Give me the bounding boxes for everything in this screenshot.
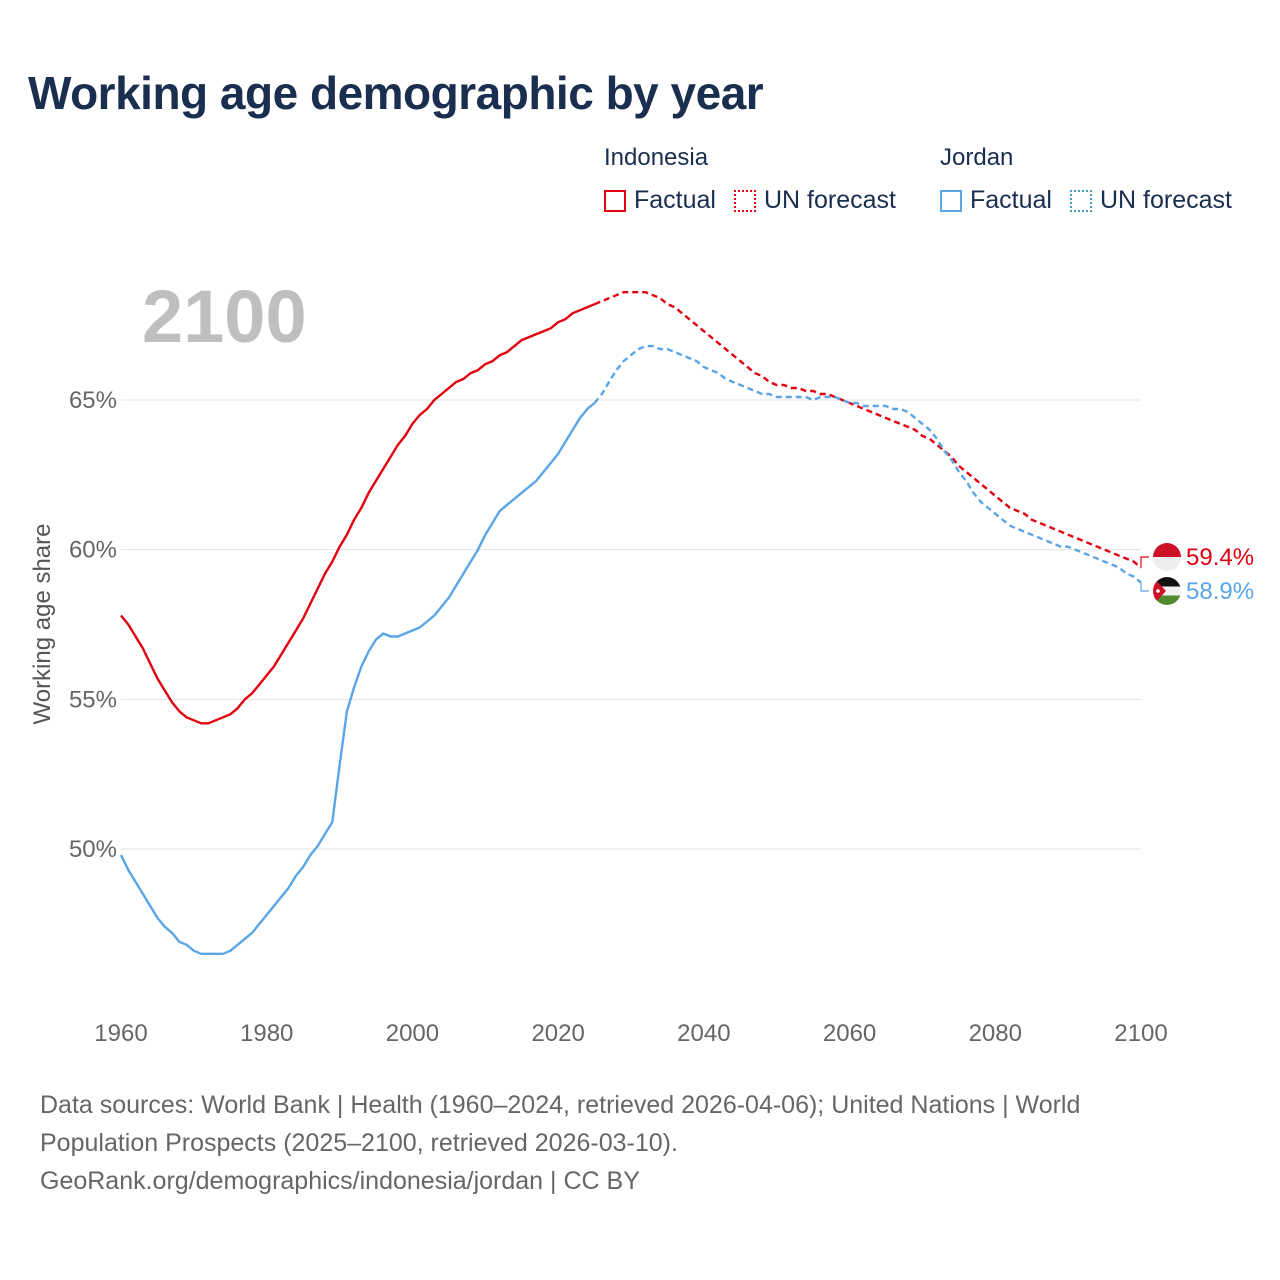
indonesia-flag-icon xyxy=(1153,543,1181,571)
year-watermark: 2100 xyxy=(142,275,307,358)
y-tick-label: 60% xyxy=(69,537,117,564)
x-tick-label: 2060 xyxy=(823,1020,876,1047)
series-line-jordan-forecast[interactable] xyxy=(593,344,1142,584)
legend-item-indonesia-factual[interactable]: Factual xyxy=(604,186,716,215)
legend-item-jordan-forecast[interactable]: UN forecast xyxy=(1069,186,1232,215)
legend-swatch-forecast xyxy=(1069,189,1092,212)
legend-label-factual: Factual xyxy=(970,186,1052,214)
legend-label-factual: Factual xyxy=(634,186,716,214)
legend-swatch-forecast xyxy=(733,189,756,212)
y-axis-label: Working age share xyxy=(29,524,56,725)
legend-jordan: Jordan Factual UN forecast xyxy=(940,144,1250,215)
series-line-indonesia-forecast[interactable] xyxy=(594,291,1142,569)
end-value-label-jordan: 58.9% xyxy=(1186,578,1254,605)
y-tick-label: 50% xyxy=(69,836,117,863)
x-tick-label: 2100 xyxy=(1114,1020,1167,1047)
footer: Data sources: World Bank | Health (1960–… xyxy=(40,1086,1180,1200)
end-connector xyxy=(1140,556,1149,568)
line-chart: 2100 50% 55% 60% 65% 1960 1980 2000 2020 2040 20… xyxy=(29,275,1254,1047)
series-line-jordan-factual[interactable] xyxy=(119,402,596,955)
y-tick-label: 55% xyxy=(69,686,117,713)
legend-country-indonesia: Indonesia xyxy=(604,144,709,171)
chart-title: Working age demographic by year xyxy=(28,67,764,119)
legend-item-jordan-factual[interactable]: Factual xyxy=(940,186,1052,215)
footer-link[interactable]: GeoRank.org/demographics/indonesia/jorda… xyxy=(40,1167,640,1195)
legend-label-forecast: UN forecast xyxy=(1099,186,1232,214)
x-tick-label: 1960 xyxy=(94,1020,147,1047)
y-tick-label: 65% xyxy=(69,387,117,414)
legend-item-indonesia-forecast[interactable]: UN forecast xyxy=(733,186,896,215)
footer-sources-line1: Data sources: World Bank | Health (1960–… xyxy=(40,1091,1081,1119)
legend-label-forecast: UN forecast xyxy=(763,186,896,214)
end-connector xyxy=(1140,582,1149,592)
x-tick-label: 2080 xyxy=(969,1020,1022,1047)
legend-country-jordan: Jordan xyxy=(940,144,1014,171)
jordan-flag-icon xyxy=(1153,577,1181,605)
legend-swatch-factual xyxy=(604,189,626,212)
x-tick-label: 1980 xyxy=(240,1020,293,1047)
x-tick-label: 2020 xyxy=(531,1020,584,1047)
x-tick-label: 2040 xyxy=(677,1020,730,1047)
footer-sources-line2: Population Prospects (2025–2100, retriev… xyxy=(40,1129,678,1157)
series-line-indonesia-factual[interactable] xyxy=(120,303,596,725)
legend-swatch-factual xyxy=(940,189,962,212)
legend-indonesia: Indonesia Factual UN forecast xyxy=(604,144,914,215)
x-tick-label: 2000 xyxy=(386,1020,439,1047)
end-value-label-indonesia: 59.4% xyxy=(1186,544,1254,571)
